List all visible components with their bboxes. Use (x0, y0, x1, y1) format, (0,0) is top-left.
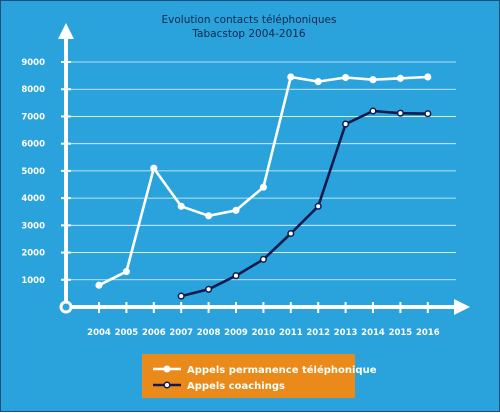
chart-title-line-2: Tabacstop 2004-2016 (191, 28, 306, 40)
chart-title: Evolution contacts téléphoniques Tabacst… (162, 14, 337, 40)
chart-title-line-1: Evolution contacts téléphoniques (162, 14, 337, 26)
x-tick-label-2004: 2004 (87, 328, 111, 338)
x-axis-arrow (454, 299, 470, 315)
y-tick-label-5000: 5000 (21, 167, 45, 177)
series-0-point-2015 (396, 74, 404, 82)
series-1-point-2012 (314, 202, 322, 210)
y-axis-arrow (58, 23, 74, 39)
series-1-point-2016 (424, 110, 432, 118)
legend-label-0: Appels permanence téléphonique (187, 364, 377, 376)
x-tick-label-2013: 2013 (334, 328, 358, 338)
x-tick-label-2005: 2005 (115, 328, 139, 338)
y-tick-label-9000: 9000 (21, 58, 45, 68)
x-tick-label-2014: 2014 (361, 328, 385, 338)
legend-swatch-marker-0 (163, 365, 171, 373)
y-tick-label-3000: 3000 (21, 221, 45, 231)
series-0-point-2004 (95, 281, 103, 289)
series-1-point-2010 (259, 255, 267, 263)
y-tick-label-8000: 8000 (21, 85, 45, 95)
x-tick-label-2015: 2015 (389, 328, 413, 338)
series-1-point-2014 (369, 107, 377, 115)
legend: Appels permanence téléphonique Appels co… (142, 354, 377, 398)
series-0-point-2011 (287, 73, 295, 81)
x-tick-label-2016: 2016 (416, 328, 440, 338)
series-1-point-2008 (205, 285, 213, 293)
series-0-point-2014 (369, 76, 377, 84)
x-tick-label-2008: 2008 (197, 328, 221, 338)
gridlines (71, 61, 456, 281)
x-tick-label-2010: 2010 (252, 328, 276, 338)
axis-origin-marker (59, 300, 73, 314)
series-0-point-2012 (314, 78, 322, 86)
series-0-point-2006 (150, 164, 158, 172)
y-tick-label-6000: 6000 (21, 140, 45, 150)
series-1-point-2015 (396, 109, 404, 117)
series-line-0 (98, 75, 428, 287)
series-0-point-2008 (205, 212, 213, 220)
series-1-point-2013 (342, 120, 350, 128)
y-tick-label-7000: 7000 (21, 112, 45, 122)
series-0-point-2013 (342, 73, 350, 82)
x-tick-label-2007: 2007 (169, 328, 193, 338)
series-1-point-2009 (232, 272, 240, 280)
series-0-point-2016 (424, 73, 432, 81)
y-tick-label-4000: 4000 (21, 194, 45, 204)
series-1-point-2007 (177, 292, 185, 300)
x-tick-label-2012: 2012 (306, 328, 330, 338)
y-tick-label-1000: 1000 (21, 276, 45, 286)
y-tick-label-2000: 2000 (21, 249, 45, 259)
x-tick-label-2011: 2011 (279, 328, 303, 338)
x-tick-label-2006: 2006 (142, 328, 166, 338)
legend-label-1: Appels coachings (187, 381, 285, 392)
x-axis-ticks: 2004 2005 2006 2007 2008 2009 2010 2011 2012 2013… (87, 302, 440, 338)
series-1-point-2011 (287, 229, 295, 238)
series-line-1 (180, 109, 428, 298)
series-0-point-2005 (122, 268, 130, 276)
series-0-point-2009 (232, 206, 240, 214)
legend-box (142, 354, 355, 398)
axes (58, 23, 470, 315)
legend-swatch-marker-1 (163, 381, 171, 389)
series-0-point-2007 (177, 202, 185, 210)
series-0-point-2010 (259, 183, 267, 191)
y-axis-ticks: 1000 2000 3000 4000 5000 6000 7000 8000 9000 (21, 58, 71, 286)
x-tick-label-2009: 2009 (224, 328, 248, 338)
series-layer (95, 73, 432, 300)
